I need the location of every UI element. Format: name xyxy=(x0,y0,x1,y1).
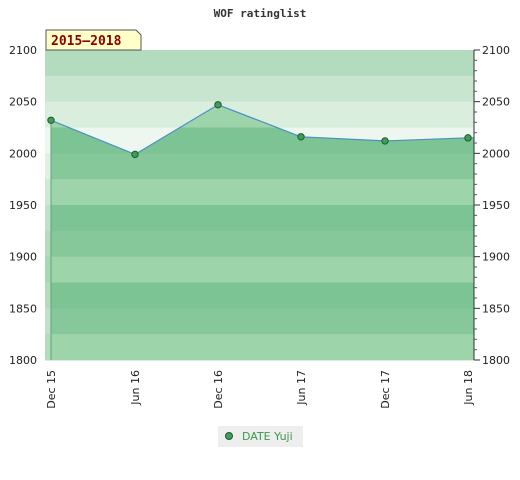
data-point xyxy=(381,137,389,145)
area-band xyxy=(51,153,474,180)
period-label: 2015–2018 xyxy=(51,34,122,49)
area-band xyxy=(51,334,474,361)
y-tick-label-left: 1850 xyxy=(9,302,37,315)
y-tick-label-left: 1950 xyxy=(9,199,37,212)
x-tick-label: Jun 17 xyxy=(295,370,308,406)
legend-series-name: DATE Yuji xyxy=(242,430,293,443)
y-tick-label-right: 2050 xyxy=(482,96,510,109)
y-tick-label-right: 1950 xyxy=(482,199,510,212)
y-tick-label-right: 1900 xyxy=(482,251,510,264)
area-band xyxy=(51,230,474,258)
legend-marker xyxy=(225,432,233,440)
background-band xyxy=(45,50,474,77)
x-tick-label: Dec 17 xyxy=(379,370,392,409)
x-tick-label: Dec 16 xyxy=(212,370,225,409)
legend-box xyxy=(218,426,303,447)
data-point xyxy=(131,150,139,159)
area-band xyxy=(51,308,474,335)
y-tick-label-left: 2100 xyxy=(9,44,37,57)
area-band xyxy=(51,179,474,206)
area-band xyxy=(51,282,474,309)
legend[interactable]: DATE Yuji xyxy=(218,426,303,447)
x-axis: Dec 15 Jun 16 Dec 16 Jun 17 Dec 17 Jun 18 xyxy=(45,370,475,409)
background-band xyxy=(45,75,474,103)
chart-title: WOF ratinglist xyxy=(214,7,307,20)
period-badge: 2015–2018 xyxy=(45,29,142,51)
y-tick-label-left: 1900 xyxy=(9,251,37,264)
area-band xyxy=(51,256,474,283)
x-tick-label: Jun 16 xyxy=(129,370,142,406)
data-point xyxy=(297,133,305,141)
area-band xyxy=(51,205,474,232)
x-tick-label: Dec 15 xyxy=(45,370,58,409)
data-point xyxy=(214,101,222,109)
y-tick-label-left: 2050 xyxy=(9,96,37,109)
x-tick-label: Jun 18 xyxy=(462,370,475,406)
data-point xyxy=(47,116,55,124)
data-point xyxy=(464,134,472,142)
y-tick-label-right: 1850 xyxy=(482,302,510,315)
y-tick-label-left: 2000 xyxy=(9,147,37,160)
y-tick-label-right: 2100 xyxy=(482,44,510,57)
period-badge-box xyxy=(45,29,142,51)
y-axis-left: 1800 1850 1900 1950 2000 2050 2100 xyxy=(9,44,37,367)
y-tick-label-right: 2000 xyxy=(482,147,510,160)
y-axis-right: 1800 1850 1900 1950 2000 2050 2100 xyxy=(473,44,510,367)
y-tick-label-left: 1800 xyxy=(9,354,37,367)
data-points xyxy=(47,101,472,159)
y-tick-label-right: 1800 xyxy=(482,354,510,367)
